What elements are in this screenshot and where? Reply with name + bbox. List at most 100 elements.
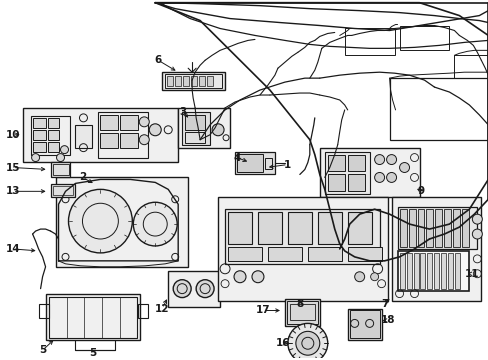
Circle shape bbox=[386, 154, 396, 165]
Circle shape bbox=[370, 273, 378, 281]
Circle shape bbox=[196, 280, 214, 298]
Bar bbox=[185, 115, 204, 130]
Bar bbox=[100, 133, 118, 148]
Bar bbox=[138, 303, 148, 319]
Bar bbox=[427, 253, 431, 289]
Circle shape bbox=[68, 189, 132, 253]
Bar bbox=[399, 253, 404, 289]
Bar bbox=[444, 209, 450, 247]
Bar bbox=[45, 294, 140, 340]
Bar bbox=[98, 112, 148, 158]
Bar bbox=[399, 26, 448, 50]
Circle shape bbox=[61, 146, 68, 154]
Bar bbox=[347, 175, 364, 192]
Text: 17: 17 bbox=[255, 306, 270, 315]
Bar bbox=[31, 116, 70, 154]
Circle shape bbox=[139, 117, 149, 127]
Bar bbox=[441, 253, 446, 289]
Bar bbox=[100, 115, 118, 130]
Bar bbox=[237, 154, 263, 172]
Text: 5: 5 bbox=[39, 345, 46, 355]
Text: 7: 7 bbox=[380, 298, 387, 309]
Bar bbox=[347, 154, 364, 171]
Bar bbox=[191, 76, 197, 86]
Bar bbox=[267, 247, 301, 261]
Bar bbox=[224, 209, 379, 264]
Bar bbox=[327, 175, 344, 192]
Bar bbox=[120, 115, 138, 130]
Circle shape bbox=[251, 271, 264, 283]
Text: 2: 2 bbox=[79, 172, 86, 183]
Bar bbox=[162, 72, 224, 90]
Bar bbox=[33, 118, 45, 128]
Bar bbox=[167, 76, 173, 86]
Text: 16: 16 bbox=[275, 338, 289, 348]
Circle shape bbox=[139, 135, 149, 145]
Bar bbox=[397, 251, 468, 291]
Bar bbox=[47, 118, 59, 128]
Circle shape bbox=[295, 331, 319, 355]
Text: 5: 5 bbox=[89, 348, 96, 358]
Bar bbox=[39, 303, 48, 319]
Bar bbox=[227, 247, 262, 261]
Bar bbox=[22, 108, 178, 162]
Text: 11: 11 bbox=[464, 269, 479, 279]
Bar bbox=[183, 76, 189, 86]
Text: 9: 9 bbox=[417, 186, 424, 196]
Bar bbox=[185, 132, 204, 143]
Bar bbox=[406, 253, 411, 289]
Bar bbox=[389, 78, 488, 140]
Bar bbox=[407, 209, 415, 247]
Bar bbox=[285, 298, 319, 327]
Circle shape bbox=[471, 214, 481, 224]
Bar bbox=[48, 297, 137, 338]
Text: 13: 13 bbox=[5, 186, 20, 196]
Bar bbox=[50, 184, 75, 197]
Bar bbox=[207, 76, 213, 86]
Bar bbox=[454, 253, 459, 289]
Circle shape bbox=[386, 172, 396, 183]
Bar bbox=[317, 212, 341, 244]
Bar bbox=[462, 209, 468, 247]
Bar bbox=[452, 209, 459, 247]
Bar bbox=[47, 142, 59, 152]
Bar bbox=[307, 247, 341, 261]
Circle shape bbox=[234, 271, 245, 283]
Circle shape bbox=[173, 280, 191, 298]
Bar bbox=[52, 163, 68, 175]
Circle shape bbox=[133, 202, 177, 246]
Bar bbox=[264, 158, 271, 170]
Bar bbox=[168, 271, 220, 306]
Circle shape bbox=[212, 124, 224, 136]
Bar bbox=[165, 74, 222, 88]
Bar bbox=[218, 197, 387, 301]
Bar bbox=[349, 310, 379, 338]
Bar bbox=[426, 209, 432, 247]
Circle shape bbox=[354, 272, 364, 282]
Text: 14: 14 bbox=[5, 244, 20, 254]
Text: 1: 1 bbox=[284, 159, 291, 170]
Bar bbox=[399, 209, 406, 247]
Bar bbox=[227, 212, 251, 244]
Bar bbox=[417, 209, 424, 247]
Text: 3: 3 bbox=[179, 107, 186, 117]
Bar bbox=[447, 253, 452, 289]
Bar bbox=[178, 108, 229, 148]
Circle shape bbox=[374, 154, 384, 165]
Bar bbox=[397, 207, 476, 249]
Bar bbox=[75, 125, 92, 148]
Bar bbox=[453, 55, 488, 78]
Bar bbox=[435, 209, 442, 247]
Bar bbox=[286, 301, 317, 324]
Bar bbox=[33, 142, 45, 152]
Bar bbox=[235, 152, 274, 175]
Circle shape bbox=[149, 124, 161, 136]
Circle shape bbox=[471, 229, 481, 239]
Text: 10: 10 bbox=[5, 130, 20, 140]
Text: 12: 12 bbox=[155, 303, 169, 314]
Bar bbox=[347, 309, 381, 340]
Text: 18: 18 bbox=[380, 315, 394, 325]
Bar bbox=[391, 197, 480, 301]
Bar bbox=[347, 247, 381, 261]
Bar bbox=[289, 303, 314, 320]
